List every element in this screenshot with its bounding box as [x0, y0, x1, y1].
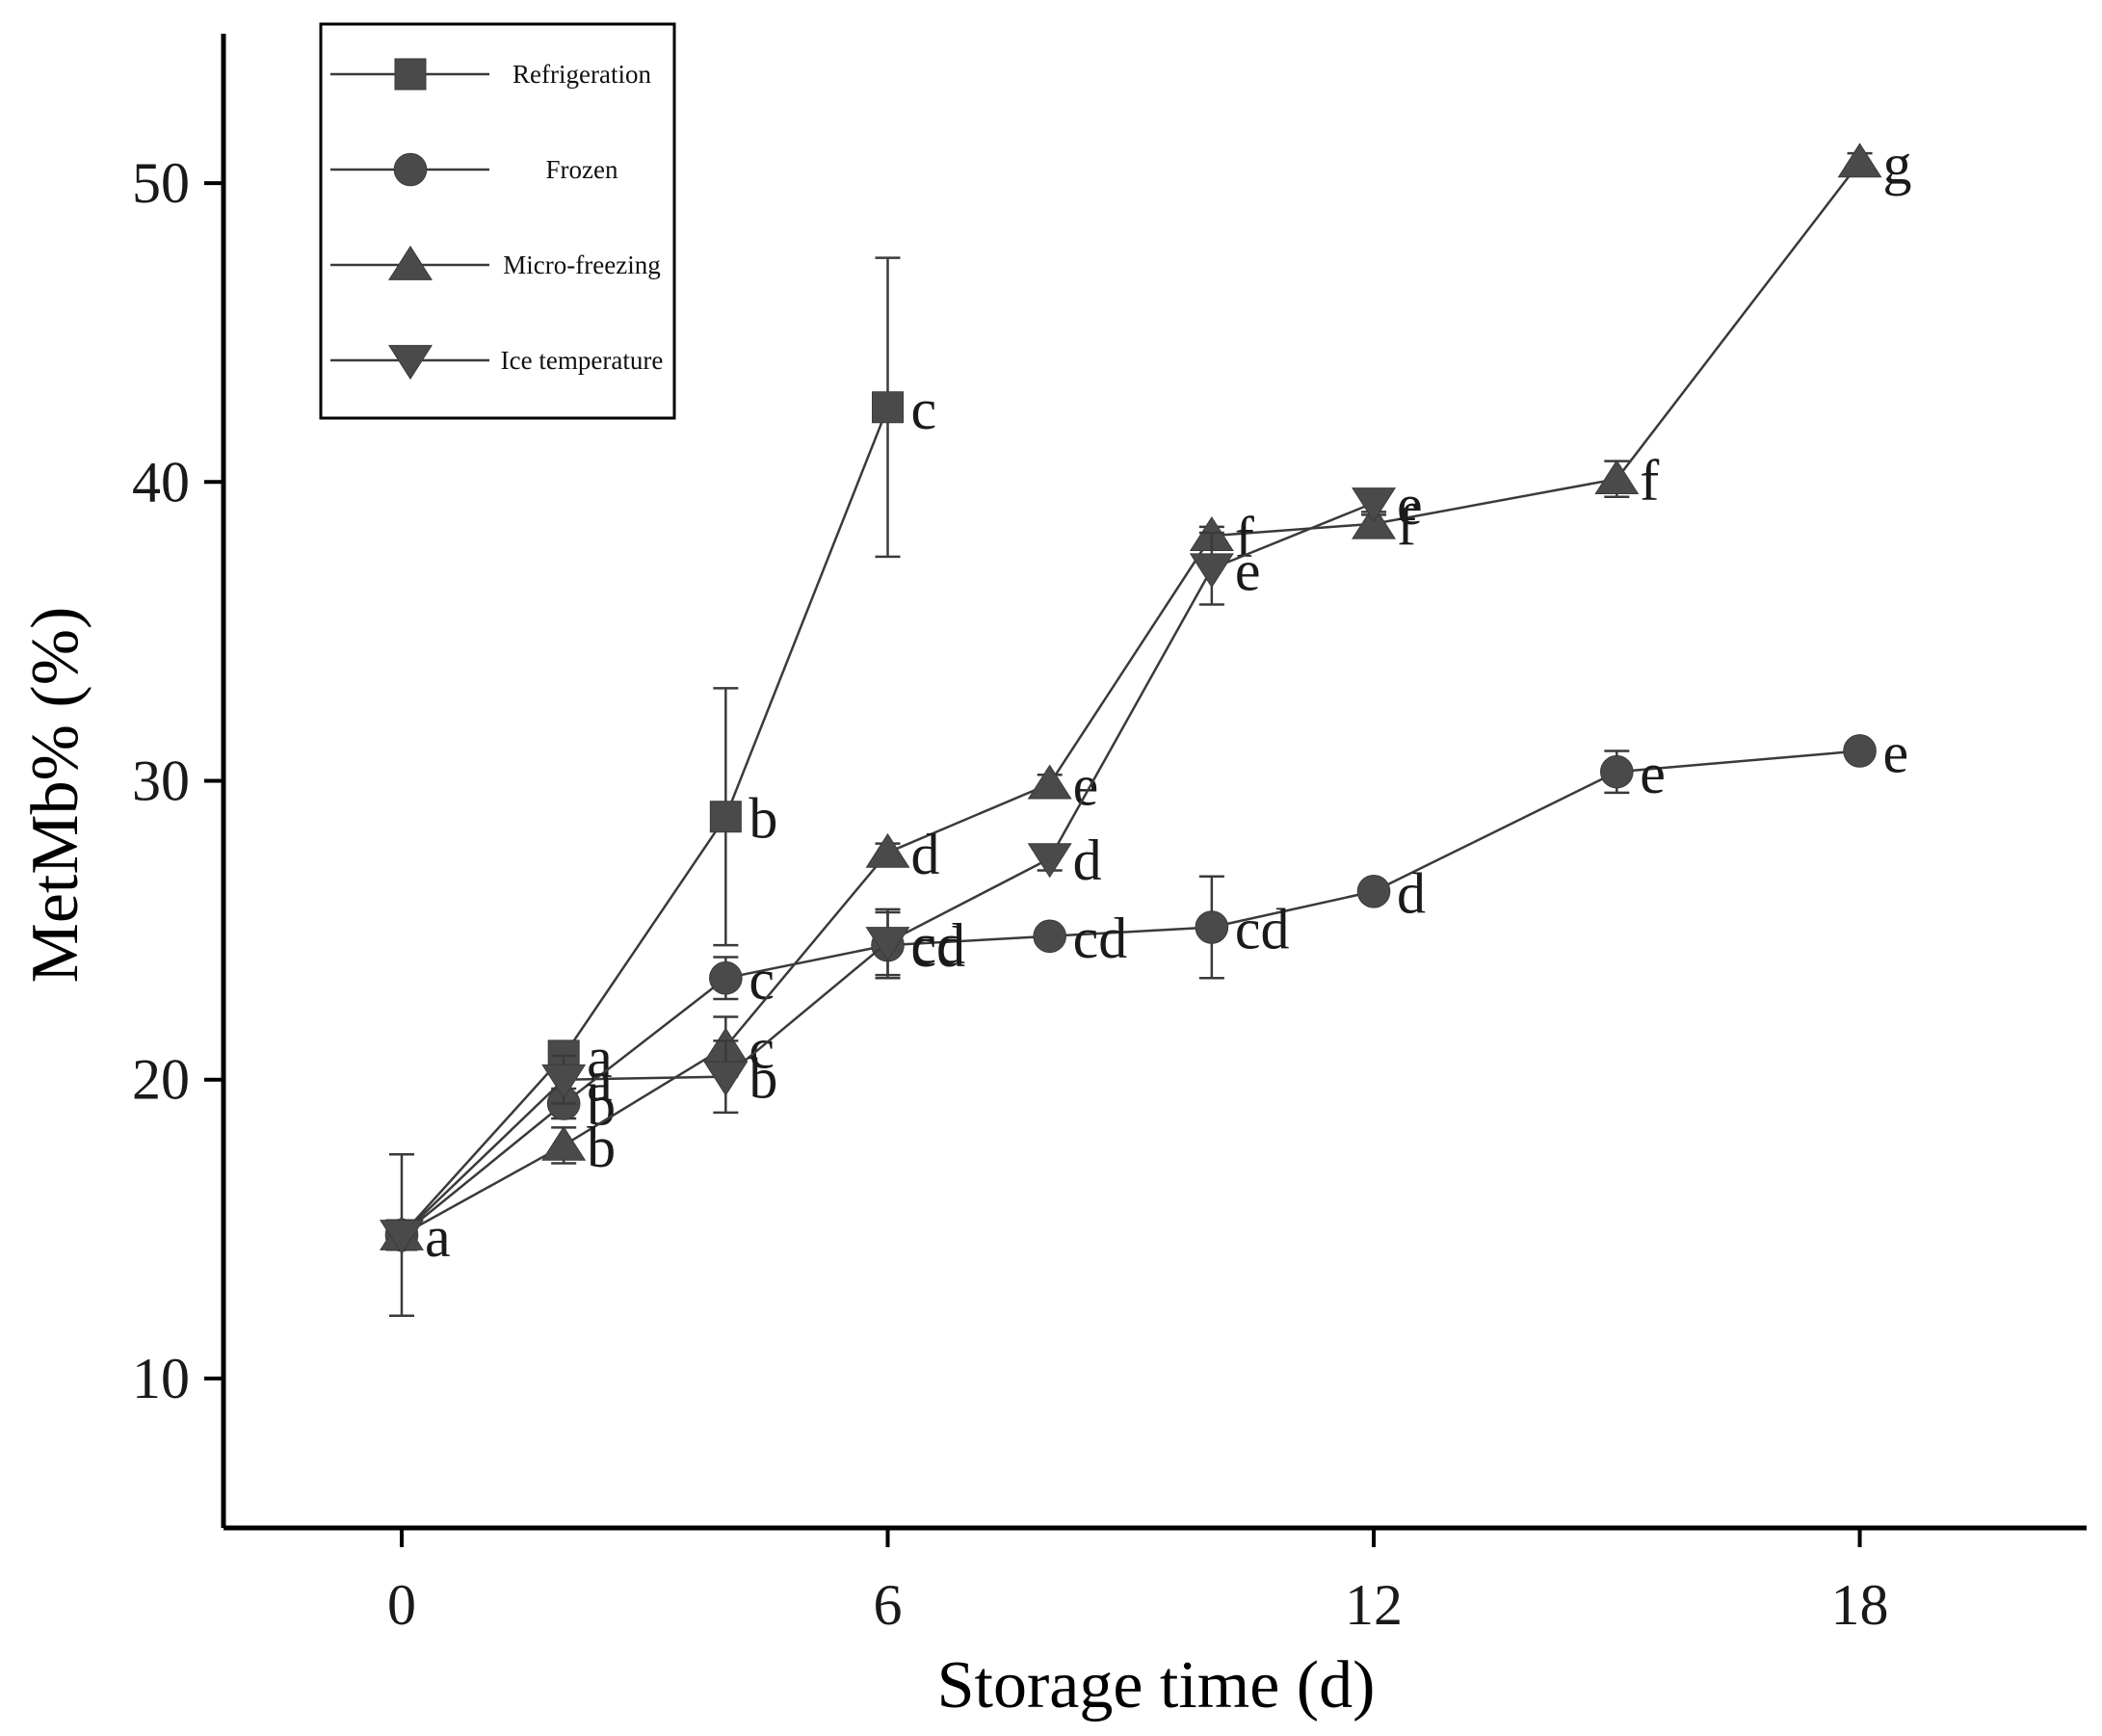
significance-label: d — [1397, 861, 1426, 925]
marker-triangle-down — [865, 927, 910, 962]
significance-label: a — [587, 1050, 613, 1114]
series-line-frozen — [401, 750, 1860, 1236]
significance-label: f — [1397, 494, 1416, 558]
marker-triangle-down — [379, 1220, 424, 1255]
x-tick-label: 18 — [1831, 1573, 1889, 1637]
significance-label: e — [1883, 721, 1909, 784]
legend-label: Refrigeration — [512, 60, 651, 89]
significance-label: e — [1640, 742, 1666, 805]
x-axis-title: Storage time (d) — [937, 1648, 1376, 1723]
significance-label: cd — [911, 912, 966, 976]
significance-label: b — [749, 787, 777, 851]
marker-square — [872, 391, 905, 424]
legend-label: Frozen — [546, 155, 618, 184]
significance-label: e — [1235, 539, 1261, 602]
marker-triangle-up — [1027, 764, 1072, 800]
legend-item: Refrigeration — [330, 58, 651, 91]
marker-triangle-down — [388, 345, 433, 381]
marker-circle — [1843, 734, 1877, 768]
x-tick-label: 6 — [874, 1573, 903, 1637]
marker-circle — [1599, 754, 1634, 789]
legend-item: Ice temperature — [330, 345, 664, 381]
significance-label: a — [425, 1205, 451, 1269]
marker-circle — [1356, 874, 1391, 908]
y-tick-label: 30 — [132, 750, 190, 813]
y-tick-label: 40 — [132, 450, 190, 513]
y-tick-label: 20 — [132, 1048, 190, 1112]
marker-circle — [709, 960, 743, 995]
marker-triangle-up — [1837, 143, 1882, 178]
significance-label: d — [1073, 829, 1102, 892]
significance-label: c — [749, 1017, 775, 1081]
significance-label: b — [587, 1116, 616, 1179]
marker-triangle-down — [1352, 487, 1397, 523]
series-line-refrigeration — [401, 407, 889, 1236]
significance-label: b — [587, 1074, 616, 1138]
marker-triangle-up — [541, 1125, 587, 1161]
marker-circle — [1033, 919, 1066, 954]
marker-circle — [393, 152, 428, 187]
ticks: 0 6 12 18 10 20 30 40 50 — [132, 151, 1889, 1637]
significance-label: cd — [1073, 907, 1128, 970]
legend-label: Ice temperature — [501, 346, 664, 375]
marker-square — [394, 58, 427, 91]
marker-triangle-down — [1027, 843, 1072, 879]
series-line-ice-temperature — [401, 501, 1375, 1236]
legend: Refrigeration Frozen Micro-freezing Ice tem… — [319, 22, 676, 420]
marker-circle — [1195, 910, 1229, 944]
legend-item: Micro-freezing — [330, 245, 661, 280]
legend-label: Micro-freezing — [503, 250, 660, 279]
significance-label: b — [749, 1047, 777, 1111]
marker-triangle-down — [1189, 553, 1234, 589]
legend-item: Frozen — [330, 152, 618, 187]
y-axis-title: MetMb% (%) — [18, 607, 92, 984]
significance-label: c — [911, 378, 937, 441]
legend-frame — [319, 22, 676, 420]
marker-triangle-down — [541, 1064, 587, 1099]
x-tick-label: 0 — [387, 1573, 416, 1637]
x-tick-label: 12 — [1345, 1573, 1403, 1637]
significance-label: e — [1073, 754, 1099, 818]
marker-square — [709, 801, 742, 833]
significance-label: c — [749, 948, 775, 1012]
significance-label: g — [1883, 132, 1912, 196]
significance-label: f — [1640, 449, 1659, 513]
y-tick-label: 50 — [132, 151, 190, 215]
y-tick-label: 10 — [132, 1347, 190, 1410]
marker-triangle-up — [1594, 460, 1640, 495]
significance-label: e — [1397, 473, 1423, 537]
significance-label: cd — [1235, 897, 1290, 960]
marker-triangle-up — [388, 245, 433, 280]
significance-label: d — [911, 823, 940, 886]
marker-triangle-down — [703, 1061, 749, 1096]
marker-triangle-up — [865, 832, 910, 868]
